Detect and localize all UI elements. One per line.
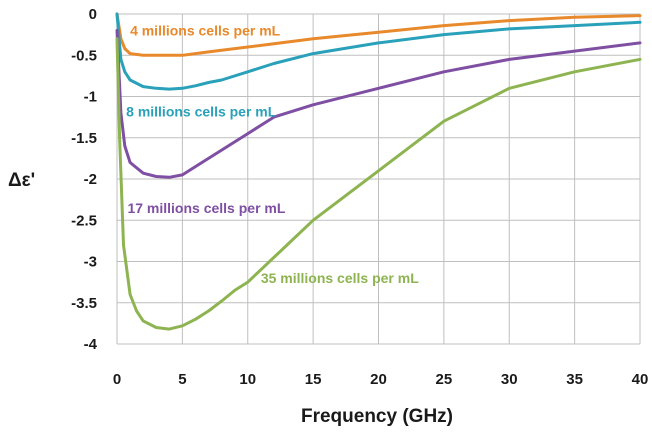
x-tick-label: 40 <box>632 371 649 388</box>
series-label-2: 8 millions cells per mL <box>126 103 277 119</box>
y-tick-labels: 0 -0.5 -1 -1.5 -2 -2.5 -3 -3.5 -4 <box>71 6 98 353</box>
y-tick-label: -3.5 <box>71 295 97 312</box>
y-tick-label: -1.5 <box>71 130 97 147</box>
series-label-1: 4 millions cells per mL <box>130 23 281 39</box>
series-line-3 <box>115 29 642 179</box>
x-tick-labels: 0 5 10 15 20 25 30 35 40 <box>113 371 649 388</box>
x-tick-label: 10 <box>239 371 256 388</box>
x-tick-label: 0 <box>113 371 121 388</box>
y-axis-title: Δε' <box>8 170 35 191</box>
series-line-1 <box>115 12 642 57</box>
x-tick-label: 25 <box>436 371 453 388</box>
y-tick-label: -0.5 <box>71 47 97 64</box>
series-label-4: 35 millions cells per mL <box>261 270 419 286</box>
y-tick-label: -2 <box>84 171 97 188</box>
series-label-3: 17 millions cells per mL <box>127 200 285 216</box>
series-line-4 <box>115 37 642 331</box>
y-tick-label: -4 <box>84 336 98 353</box>
y-tick-label: 0 <box>89 6 97 23</box>
grid-lines <box>116 13 641 345</box>
series-lines <box>115 12 642 331</box>
x-tick-label: 15 <box>305 371 322 388</box>
y-tick-label: -1 <box>84 89 97 106</box>
x-tick-label: 30 <box>501 371 518 388</box>
x-tick-label: 5 <box>178 371 186 388</box>
x-tick-label: 35 <box>566 371 583 388</box>
y-tick-label: -2.5 <box>71 212 97 229</box>
series-labels: 4 millions cells per mL 8 millions cells … <box>126 23 419 287</box>
y-tick-label: -3 <box>84 254 97 271</box>
series-line-2 <box>115 12 642 91</box>
x-tick-label: 20 <box>370 371 387 388</box>
x-axis-title: Frequency (GHz) <box>301 406 453 427</box>
